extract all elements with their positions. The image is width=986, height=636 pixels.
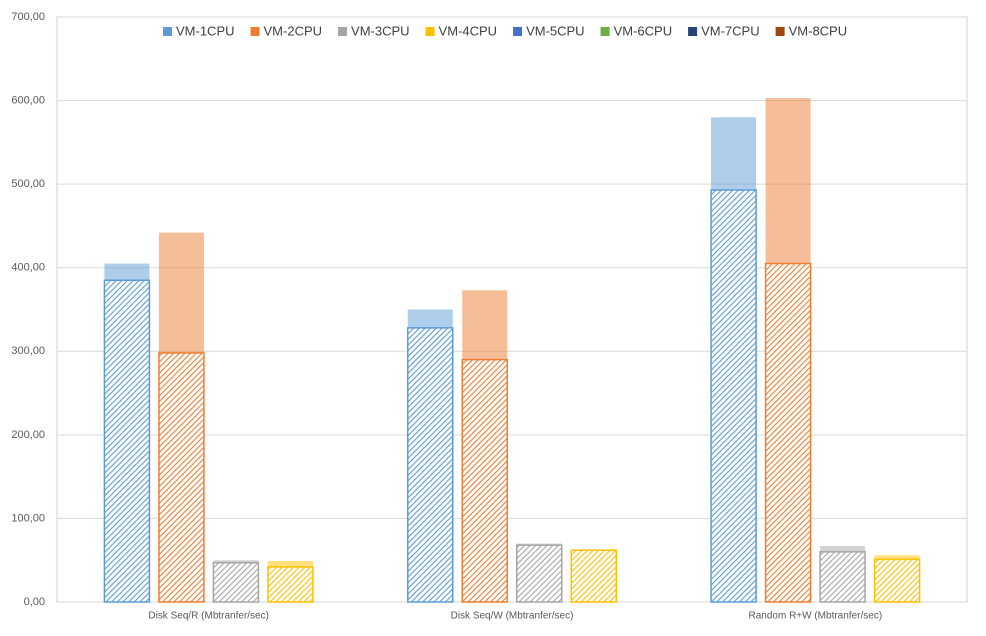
legend-label: VM-7CPU — [701, 23, 760, 38]
y-tick-label: 0,00 — [24, 596, 45, 608]
legend-label: VM-1CPU — [176, 23, 235, 38]
legend-label: VM-8CPU — [789, 23, 848, 38]
x-tick-label: Disk Seq/W (Mbtranfer/sec) — [451, 611, 574, 622]
legend-swatch — [338, 27, 348, 36]
bar — [570, 549, 617, 603]
bar — [267, 566, 314, 603]
legend-label: VM-2CPU — [264, 23, 323, 38]
legend-swatch — [425, 27, 435, 36]
bar — [407, 327, 454, 603]
bar — [764, 262, 812, 603]
legend-swatch — [163, 27, 172, 36]
x-tick-label: Random R+W (Mbtranfer/sec) — [749, 611, 883, 622]
x-tick-label: Disk Seq/R (Mbtranfer/sec) — [148, 611, 269, 622]
bar — [873, 558, 921, 603]
legend-label: VM-6CPU — [614, 23, 673, 38]
legend-swatch — [600, 27, 610, 36]
bar — [103, 279, 151, 603]
y-tick-label: 600,00 — [11, 94, 45, 106]
y-tick-label: 700,00 — [11, 11, 45, 23]
legend-swatch — [688, 27, 698, 36]
y-tick-label: 200,00 — [11, 429, 45, 441]
legend-swatch — [513, 27, 523, 36]
bar — [461, 358, 508, 603]
bar — [710, 189, 757, 603]
y-tick-label: 500,00 — [11, 178, 45, 190]
bar — [212, 561, 260, 603]
legend-label: VM-3CPU — [351, 23, 410, 38]
y-tick-label: 400,00 — [11, 262, 45, 274]
bar — [819, 551, 866, 603]
legend-swatch — [250, 27, 260, 36]
bar — [516, 544, 563, 603]
legend-label: VM-5CPU — [526, 23, 585, 38]
y-tick-label: 300,00 — [11, 345, 45, 357]
legend-label: VM-4CPU — [439, 23, 498, 38]
legend-swatch — [775, 27, 785, 36]
y-tick-label: 100,00 — [11, 512, 45, 524]
bar — [158, 352, 205, 603]
